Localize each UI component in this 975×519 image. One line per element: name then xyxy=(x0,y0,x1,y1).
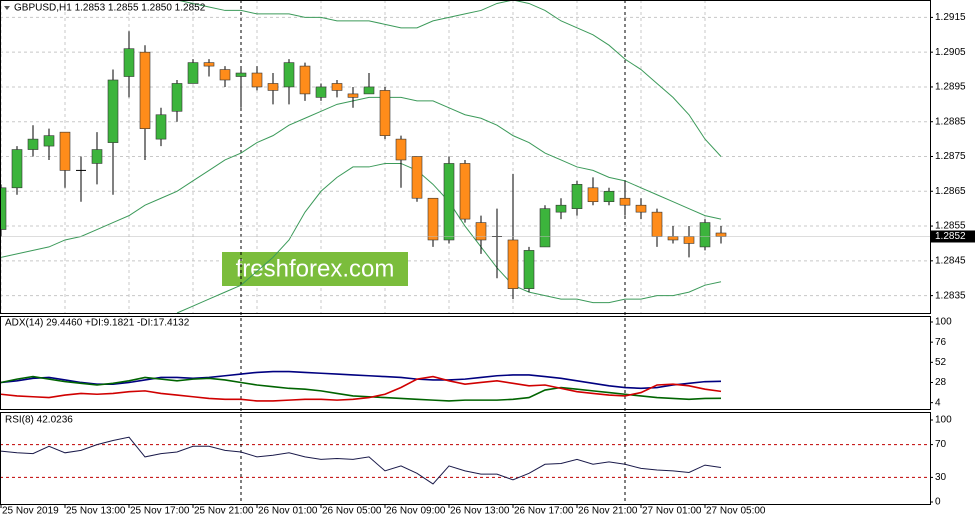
rsi-panel-frame xyxy=(0,412,931,505)
candle-body xyxy=(155,114,167,140)
price-tag xyxy=(931,230,975,243)
candle-body xyxy=(379,90,391,136)
candle-body xyxy=(475,222,487,241)
y-tick-label: 70 xyxy=(935,439,947,450)
y-tick-label: 1.2875 xyxy=(935,151,966,162)
main-panel-frame xyxy=(0,0,931,314)
candle-body xyxy=(187,62,199,84)
y-tick-label: 52 xyxy=(935,357,947,368)
candle-body xyxy=(683,236,695,244)
watermark-box xyxy=(222,252,408,286)
candle-body xyxy=(443,163,455,241)
candle-body xyxy=(699,222,711,248)
mark-layer xyxy=(0,0,930,485)
candle-body xyxy=(91,149,103,164)
price-tag-label: 1.2852 xyxy=(935,231,966,242)
indicator-line xyxy=(0,436,722,485)
y-tick-label: 100 xyxy=(935,415,952,426)
grid-layer xyxy=(0,0,933,508)
candle-body xyxy=(459,163,471,220)
candle-body xyxy=(555,204,567,213)
candle-body xyxy=(571,184,583,209)
candle-body xyxy=(539,208,551,248)
candle-body xyxy=(363,86,375,95)
rsi-title: RSI(8) 42.0236 xyxy=(5,415,73,426)
y-tick-label: 0 xyxy=(935,497,941,508)
y-tick-label: 1.2885 xyxy=(935,116,966,127)
candle-body xyxy=(171,83,183,112)
main-title: GBPUSD,H1 1.2853 1.2855 1.2850 1.2852 xyxy=(14,3,206,14)
x-tick-label: 26 Nov 01:00 xyxy=(258,506,318,517)
candle-body xyxy=(395,138,407,161)
y-tick-label: 1.2915 xyxy=(935,12,966,23)
candle-body xyxy=(11,149,23,189)
candle-body xyxy=(251,72,263,88)
candle-body xyxy=(667,236,679,241)
x-tick-label: 26 Nov 13:00 xyxy=(450,506,510,517)
y-tick-label: 76 xyxy=(935,337,947,348)
candle-body xyxy=(523,250,535,289)
candle-body xyxy=(427,197,439,241)
bollinger-band xyxy=(176,0,722,157)
candle-body xyxy=(27,138,39,150)
y-tick-label: 1.2835 xyxy=(935,290,966,301)
bollinger-band xyxy=(0,96,722,258)
candle-body xyxy=(203,62,215,67)
candle-body xyxy=(315,86,327,98)
candle-body xyxy=(619,197,631,206)
x-tick-label: 26 Nov 05:00 xyxy=(322,506,382,517)
y-tick-label: 30 xyxy=(935,472,947,483)
y-tick-label: 1.2865 xyxy=(935,186,966,197)
candle-body xyxy=(267,83,279,91)
candle-body xyxy=(635,204,647,213)
candle-body xyxy=(651,211,663,237)
watermark-layer: freshforex.com xyxy=(222,252,408,286)
x-tick-label: 25 Nov 13:00 xyxy=(66,506,126,517)
collapse-icon xyxy=(4,6,10,10)
candle-body xyxy=(43,135,55,147)
x-tick-label: 26 Nov 09:00 xyxy=(386,506,446,517)
adx-title: ADX(14) 29.4460 +DI:9.1821 -DI:17.4132 xyxy=(5,318,190,329)
candle-body xyxy=(59,131,71,171)
candle-body xyxy=(139,51,151,129)
y-tick-label: 4 xyxy=(935,397,941,408)
candle-body xyxy=(715,232,727,237)
x-tick-label: 27 Nov 05:00 xyxy=(706,506,766,517)
y-tick-label: 1.2905 xyxy=(935,47,966,58)
x-tick-label: 26 Nov 17:00 xyxy=(514,506,574,517)
candle-body xyxy=(411,156,423,199)
x-tick-label: 25 Nov 21:00 xyxy=(194,506,254,517)
y-tick-label: 28 xyxy=(935,377,947,388)
x-tick-label: 25 Nov 17:00 xyxy=(130,506,190,517)
candle-body xyxy=(507,239,519,289)
adx-panel-frame xyxy=(0,316,931,410)
candle-body xyxy=(235,72,247,77)
candle-body xyxy=(123,48,135,77)
indicator-line xyxy=(0,375,722,402)
candle-body xyxy=(283,62,295,88)
candle-body xyxy=(347,93,359,98)
y-tick-label: 1.2895 xyxy=(935,82,966,93)
x-tick-label: 26 Nov 21:00 xyxy=(578,506,638,517)
y-tick-label: 1.2845 xyxy=(935,255,966,266)
x-tick-label: 27 Nov 01:00 xyxy=(642,506,702,517)
y-tick-label: 1.2855 xyxy=(935,221,966,232)
candle-body xyxy=(299,65,311,95)
y-tick-label: 100 xyxy=(935,317,952,328)
text-layer: GBPUSD,H1 1.2853 1.2855 1.2850 1.2852 AD… xyxy=(2,3,975,517)
candle-body xyxy=(219,69,231,81)
indicator-line xyxy=(0,370,722,390)
watermark: freshforex.com xyxy=(236,255,395,282)
candle-body xyxy=(603,190,615,203)
candle-body xyxy=(331,83,343,91)
candle-body xyxy=(587,187,599,203)
indicator-line xyxy=(0,375,722,402)
candle-body xyxy=(107,79,119,143)
x-tick-label: 25 Nov 2019 xyxy=(2,506,59,517)
